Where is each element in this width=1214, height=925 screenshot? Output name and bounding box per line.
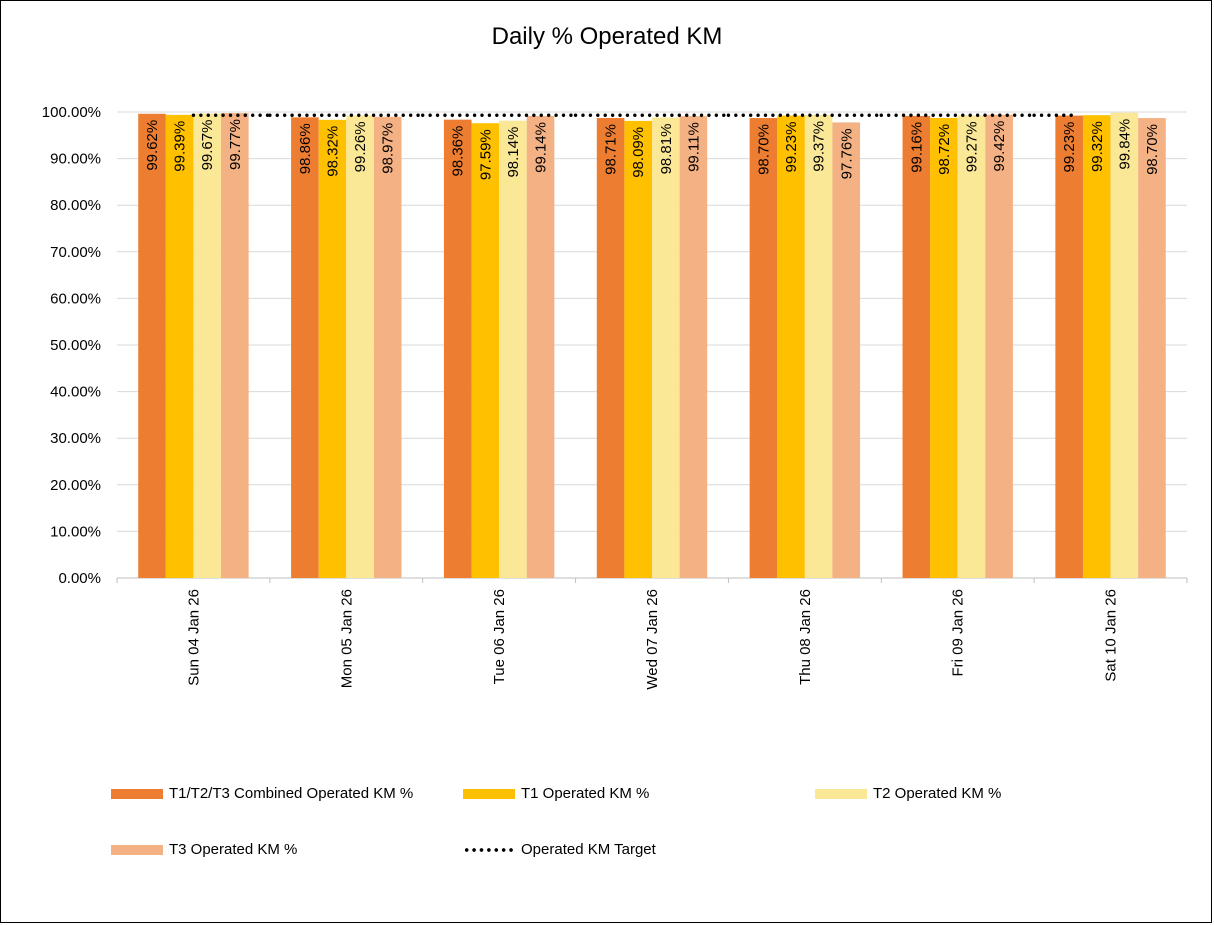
bar — [679, 116, 708, 578]
y-axis-tick-labels: 0.00% 10.00% 20.00% 30.00% 40.00% 50.00% 60.00… — [42, 104, 101, 587]
bar-value-label: 98.70% — [755, 124, 772, 175]
bar-value-label: 98.81% — [658, 124, 675, 175]
bar-value-label: 99.39% — [172, 121, 189, 172]
bar — [1055, 115, 1083, 579]
bar — [346, 115, 374, 579]
bar — [138, 113, 166, 578]
bar — [1138, 118, 1166, 579]
y-tick-label: 100.00% — [42, 104, 101, 121]
bar — [318, 119, 347, 578]
bar — [193, 113, 222, 578]
bar-value-label: 99.37% — [811, 121, 828, 172]
y-tick-label: 0.00% — [58, 570, 101, 587]
bar-value-label: 99.16% — [908, 122, 925, 173]
legend-label-target: Operated KM Target — [521, 841, 656, 858]
bar — [777, 115, 805, 579]
bar — [804, 114, 833, 579]
bar — [902, 115, 931, 578]
bar-value-label: 99.67% — [199, 120, 216, 171]
bar — [291, 117, 319, 578]
bar-value-label: 99.26% — [352, 121, 369, 172]
bar — [832, 122, 861, 578]
bar-value-label: 98.71% — [603, 124, 620, 175]
bar-value-label: 97.59% — [477, 129, 494, 180]
bar-value-label: 99.77% — [227, 119, 244, 170]
bars: 99.62% 98.86% 98.36% 98.71% 98.70% 99.16% 99.2… — [138, 112, 1166, 579]
x-axis-tick-labels: Sun 04 Jan 26 Mon 05 Jan 26 Tue 06 Jan 26 W… — [185, 589, 1119, 690]
bar — [1082, 115, 1111, 579]
bar — [165, 114, 194, 579]
x-tick-label: Wed 07 Jan 26 — [644, 589, 661, 690]
bar — [749, 118, 778, 579]
y-tick-label: 90.00% — [50, 151, 101, 168]
y-tick-label: 80.00% — [50, 197, 101, 214]
bar-value-label: 99.42% — [991, 121, 1008, 172]
x-tick-label: Tue 06 Jan 26 — [491, 589, 508, 684]
y-tick-label: 10.00% — [50, 523, 101, 540]
legend-item-target: Operated KM Target — [463, 841, 656, 858]
x-tick-label: Thu 08 Jan 26 — [797, 589, 814, 685]
bar-value-label: 98.36% — [450, 126, 467, 177]
x-tick-label: Sat 10 Jan 26 — [1103, 589, 1120, 682]
legend-label-t1: T1 Operated KM % — [521, 785, 650, 802]
y-tick-label: 40.00% — [50, 384, 101, 401]
bar — [443, 119, 472, 579]
bar-value-label: 99.27% — [964, 121, 981, 172]
bar — [499, 120, 527, 578]
legend-swatch-target — [463, 847, 515, 852]
legend-item-t1: T1 Operated KM % — [463, 785, 649, 802]
legend-swatch-t2 — [815, 788, 867, 799]
bar — [985, 114, 1013, 579]
bar — [373, 116, 402, 578]
chart-title: Daily % Operated KM — [492, 23, 723, 50]
bar-value-label: 98.09% — [630, 127, 647, 178]
y-tick-label: 60.00% — [50, 290, 101, 307]
x-tick-label: Mon 05 Jan 26 — [338, 589, 355, 688]
legend-label-t3: T3 Operated KM % — [169, 841, 298, 858]
bar — [624, 120, 652, 578]
bar-value-label: 98.32% — [324, 126, 341, 177]
bar-value-label: 99.23% — [783, 122, 800, 173]
y-tick-label: 70.00% — [50, 244, 101, 261]
bar-value-label: 99.14% — [533, 122, 550, 173]
bar — [652, 117, 680, 578]
bar — [526, 116, 555, 578]
bar-value-label: 98.14% — [505, 127, 522, 178]
bar-value-label: 99.84% — [1116, 119, 1133, 170]
bar-value-label: 99.11% — [685, 122, 702, 172]
bar — [930, 117, 958, 579]
x-tick-label: Fri 09 Jan 26 — [950, 589, 967, 677]
legend-item-combined: T1/T2/T3 Combined Operated KM % — [111, 785, 413, 802]
bar-value-label: 99.32% — [1089, 121, 1106, 172]
x-tick-label: Sun 04 Jan 26 — [185, 589, 202, 686]
bar-value-label: 97.76% — [838, 128, 855, 179]
legend-swatch-combined — [111, 788, 163, 799]
bar-value-label: 98.72% — [936, 124, 953, 175]
legend-label-combined: T1/T2/T3 Combined Operated KM % — [169, 785, 414, 802]
bar — [471, 123, 500, 579]
bar — [957, 115, 986, 579]
bar — [1110, 112, 1139, 578]
legend-label-t2: T2 Operated KM % — [873, 785, 1002, 802]
y-tick-label: 20.00% — [50, 477, 101, 494]
bar — [221, 113, 249, 578]
bar-value-label: 99.23% — [1061, 122, 1078, 173]
legend-item-t2: T2 Operated KM % — [815, 785, 1001, 802]
y-tick-label: 30.00% — [50, 430, 101, 447]
bar-value-label: 98.70% — [1144, 124, 1161, 175]
legend-item-t3: T3 Operated KM % — [111, 841, 297, 858]
bar — [596, 118, 625, 578]
y-tick-label: 50.00% — [50, 337, 101, 354]
bar-value-label: 98.97% — [380, 123, 397, 174]
bar-value-label: 99.62% — [144, 120, 161, 171]
legend-swatch-t1 — [463, 788, 515, 799]
legend-swatch-t3 — [111, 844, 163, 855]
bar-value-label: 98.86% — [297, 123, 314, 174]
